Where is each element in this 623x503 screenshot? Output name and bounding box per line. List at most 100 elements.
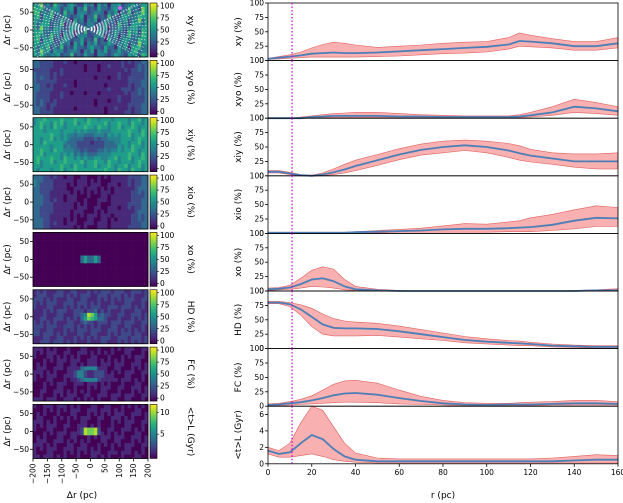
map-pixel [63,243,68,249]
map-pixel [73,374,78,379]
map-pixel [131,160,135,165]
map-pixel [134,152,139,157]
map-pixel [104,217,108,222]
map-pixel [43,278,47,283]
map-pixel [90,202,95,207]
map-pixel [124,347,128,352]
map-pixel [63,301,68,306]
map-pixel [63,423,68,428]
map-pixel [127,75,132,80]
map-pixel [60,454,64,459]
map-pixel [131,454,135,459]
map-pixel [104,64,108,69]
map-pixel [39,419,44,425]
map-pixel [90,175,95,180]
map-pixel [93,18,98,23]
map-pixel [131,389,135,394]
map-pixel [43,33,47,39]
map-pixel [100,408,105,413]
map-pixel [66,110,71,115]
map-pixel [104,427,108,432]
map-pixel [70,412,74,417]
map-pixel [70,263,74,268]
map-pixel [83,289,88,294]
map-pixel [39,309,44,314]
map-pixel [70,64,74,69]
map-pixel [144,370,149,375]
map-pixel [36,316,41,321]
map-pixel [53,49,57,54]
map-pixel [60,106,64,111]
map-pixel [83,301,88,306]
map-pixel [120,160,125,165]
map-pixel [107,53,112,58]
map-pixel [110,243,115,249]
map-pixel [76,412,81,417]
map-pixel [39,454,44,459]
map-pixel [100,129,105,134]
map-pixel [141,45,145,50]
profile-y-tick-label: 75 [254,359,264,368]
map-pixel [46,324,51,329]
map-pixel [49,423,54,428]
map-pixel [56,198,61,203]
map-pixel [60,194,64,199]
map-pixel [114,160,118,165]
map-pixel [56,393,61,398]
map-pixel [117,450,122,455]
map-pixel [134,259,139,264]
colorbar [149,289,158,345]
map-pixel [134,22,139,27]
map-pixel [131,366,135,371]
map-pixel [60,205,64,211]
map-pixel [137,217,142,222]
map-pixel [80,33,85,39]
map-pixel [131,68,135,73]
map-pixel [76,328,81,333]
map-pixel [124,278,128,283]
map-pixel [144,37,149,42]
map-pixel [137,202,142,207]
colorbar-tick-label: 0 [160,50,165,59]
profile-x-tick-label: 100 [480,468,495,477]
map-pixel [39,225,44,230]
map-pixel [36,270,41,276]
map-pixel [114,102,118,107]
map-pixel [66,404,71,409]
map-pixel [63,259,68,264]
map-pixel [127,95,132,100]
map-pixel [66,10,71,15]
map-pixel [33,270,37,276]
map-pixel [97,217,101,222]
map-pixel [110,408,115,413]
map-pixel [49,370,54,375]
map-pixel [117,45,122,50]
map-pixel [33,255,37,260]
map-pixel [117,209,122,214]
map-pixel [80,381,85,386]
map-pixel [46,14,51,19]
map-pixel [131,198,135,203]
spoke-line [32,17,89,30]
map-pixel [80,332,85,337]
map-pixel [134,68,139,73]
map-pixel [76,263,81,268]
map-pixel [87,33,91,39]
map-pixel [141,53,145,58]
map-pixel [36,309,41,314]
map-pixel [93,270,98,276]
map-pixel [144,22,149,27]
map-pixel [127,362,132,367]
map-pixel [131,117,135,122]
map-pixel [60,397,64,402]
map-pixel [117,202,122,207]
colorbar [149,174,158,230]
map-pixel [124,247,128,252]
map-pixel [104,68,108,73]
map-pixel [120,30,125,35]
map-pixel [53,362,57,367]
map-pixel [104,316,108,321]
map-pixel [90,6,95,12]
map-pixel [66,64,71,69]
map-pixel [107,332,112,337]
